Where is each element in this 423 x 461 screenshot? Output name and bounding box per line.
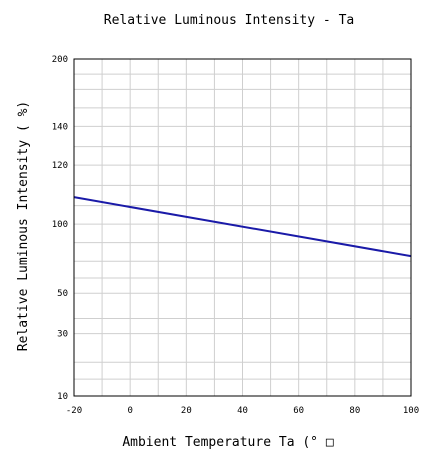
x-tick-label: 40: [237, 406, 248, 416]
y-tick-labels: 200 140 120 100 50 30 10: [52, 55, 68, 402]
series-layer: [73, 196, 412, 258]
x-tick-label: -20: [66, 406, 82, 416]
x-axis-label: Ambient Temperature Ta (° □: [122, 435, 333, 450]
x-tick-label: 60: [293, 406, 304, 416]
y-tick-label: 100: [52, 220, 68, 230]
chart-title: Relative Luminous Intensity - Ta: [104, 13, 354, 28]
series-line: [73, 196, 412, 258]
y-tick-label: 140: [52, 122, 68, 132]
plot-frame: [73, 58, 412, 397]
x-tick-label: 0: [127, 406, 132, 416]
y-tick-label: 50: [57, 289, 68, 299]
y-axis-label: Relative Luminous Intensity ( %): [16, 101, 31, 351]
y-tick-label: 30: [57, 330, 68, 340]
x-tick-labels: -20 0 20 40 60 80 100: [66, 406, 419, 416]
x-tick-label: 100: [403, 406, 419, 416]
x-tick-label: 80: [349, 406, 360, 416]
y-tick-label: 120: [52, 161, 68, 171]
y-tick-label: 10: [57, 392, 68, 402]
y-tick-label: 200: [52, 55, 68, 65]
x-tick-label: 20: [181, 406, 192, 416]
